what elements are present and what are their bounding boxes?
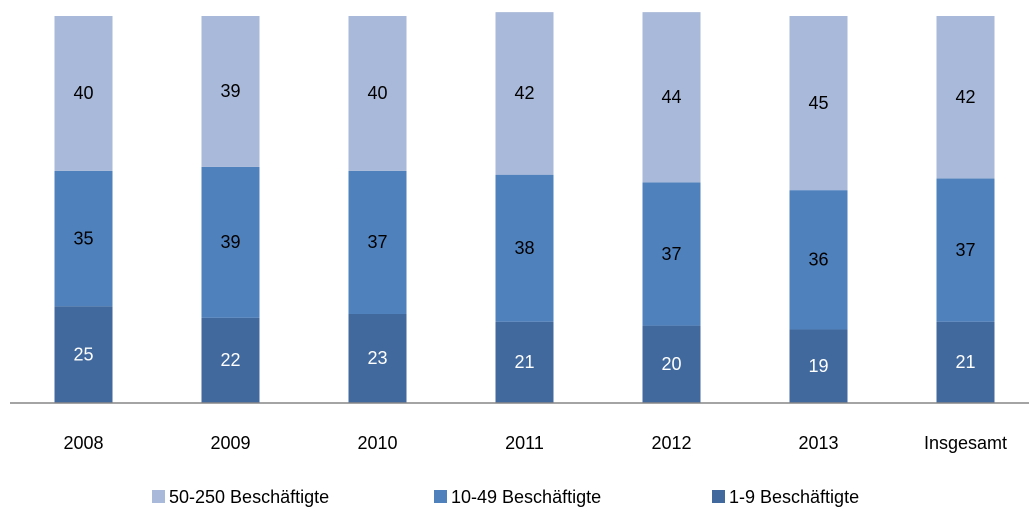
legend-swatch xyxy=(434,490,447,503)
legend-swatch xyxy=(152,490,165,503)
bar-segment xyxy=(789,190,848,330)
data-label: 39 xyxy=(220,81,240,101)
data-label: 23 xyxy=(367,348,387,368)
bar-segment xyxy=(348,170,407,314)
data-label: 21 xyxy=(514,352,534,372)
bar-segment xyxy=(348,313,407,403)
data-label: 37 xyxy=(367,232,387,252)
x-tick-label: 2013 xyxy=(798,433,838,453)
data-label: 36 xyxy=(808,250,828,270)
data-label: 44 xyxy=(661,87,681,107)
bar-segment xyxy=(936,321,995,403)
x-tick-label: 2008 xyxy=(63,433,103,453)
bar-segment xyxy=(495,174,554,322)
bar-segment xyxy=(201,317,260,403)
bar-segment xyxy=(642,182,701,326)
bar-segment xyxy=(54,306,113,403)
data-label: 38 xyxy=(514,238,534,258)
data-label: 37 xyxy=(661,244,681,264)
data-label: 40 xyxy=(73,83,93,103)
legend-label: 50-250 Beschäftigte xyxy=(169,487,329,507)
bar-segment xyxy=(789,16,848,191)
legend-swatch xyxy=(712,490,725,503)
bar-segment xyxy=(642,325,701,403)
data-label: 22 xyxy=(220,350,240,370)
legend-label: 1-9 Beschäftigte xyxy=(729,487,859,507)
bar-segment xyxy=(348,16,407,171)
data-label: 45 xyxy=(808,93,828,113)
data-label: 21 xyxy=(955,352,975,372)
x-tick-label: Insgesamt xyxy=(924,433,1007,453)
x-tick-label: 2010 xyxy=(357,433,397,453)
data-label: 35 xyxy=(73,228,93,248)
data-label: 42 xyxy=(955,87,975,107)
bar-segment xyxy=(201,166,260,318)
data-label: 39 xyxy=(220,232,240,252)
bar-segment xyxy=(54,170,113,307)
data-label: 40 xyxy=(367,83,387,103)
data-label: 25 xyxy=(73,344,93,364)
bar-segment xyxy=(789,329,848,403)
data-label: 19 xyxy=(808,356,828,376)
bar-segment xyxy=(936,16,995,179)
data-label: 37 xyxy=(955,240,975,260)
x-tick-label: 2011 xyxy=(505,433,544,453)
legend-label: 10-49 Beschäftigte xyxy=(451,487,601,507)
data-label: 42 xyxy=(514,83,534,103)
bar-segment xyxy=(936,178,995,322)
bar-segment xyxy=(642,12,701,183)
x-tick-label: 2012 xyxy=(651,433,691,453)
bar-segment xyxy=(201,16,260,167)
bar-segment xyxy=(495,321,554,403)
data-label: 20 xyxy=(661,354,681,374)
bar-segment xyxy=(54,16,113,171)
bar-segment xyxy=(495,12,554,175)
x-tick-label: 2009 xyxy=(210,433,250,453)
